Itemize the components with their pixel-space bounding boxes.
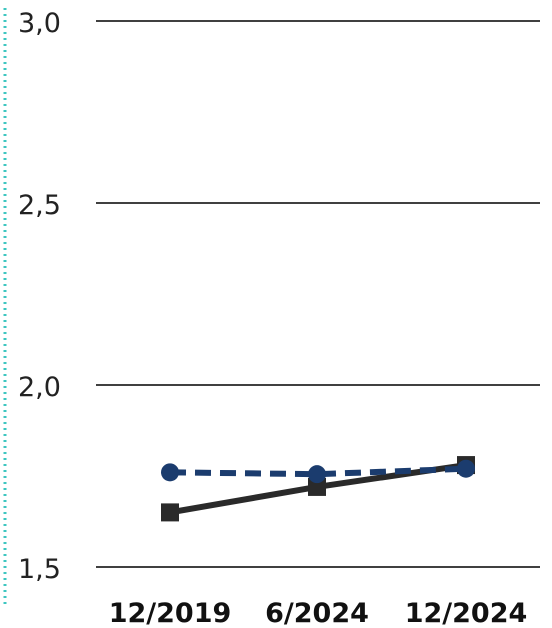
series-1-point-1 <box>308 465 326 484</box>
y-tick-label-1: 2,5 <box>18 190 61 221</box>
y-tick-label-0: 3,0 <box>18 8 61 39</box>
x-category-label-1: 6/2024 <box>265 598 369 628</box>
series-0-point-1 <box>308 477 326 496</box>
series-0-point-0 <box>161 503 179 522</box>
series-layer <box>161 456 475 522</box>
series-1-point-2 <box>457 459 475 478</box>
x-category-label-2: 12/2024 <box>405 598 528 628</box>
y-tick-label-3: 1,5 <box>18 554 61 585</box>
x-category-label-0: 12/2019 <box>109 598 232 628</box>
y-tick-label-2: 2,0 <box>18 372 61 403</box>
gridlines <box>96 20 540 568</box>
series-1-point-0 <box>161 463 179 482</box>
